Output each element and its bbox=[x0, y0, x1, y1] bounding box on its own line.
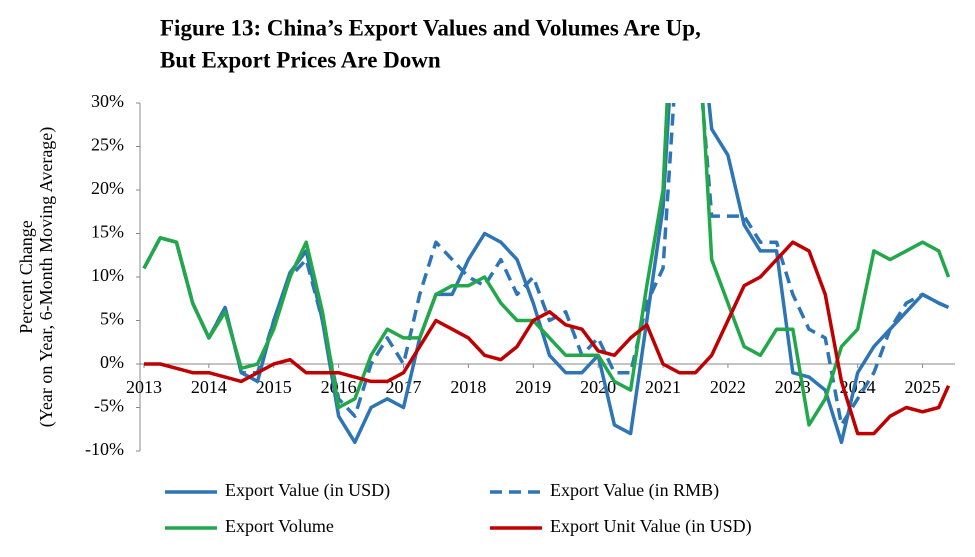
series-line bbox=[142, 103, 950, 427]
series-line bbox=[142, 103, 951, 427]
y-axis-label: (Year on Year, 6-Month Moving Average) bbox=[36, 127, 57, 428]
y-tick-label: -5% bbox=[94, 396, 124, 416]
y-tick-label: 5% bbox=[100, 309, 124, 329]
legend-label: Export Unit Value (in USD) bbox=[550, 516, 752, 537]
plot-area bbox=[142, 103, 951, 445]
y-tick-label: 20% bbox=[91, 178, 124, 198]
y-tick-label: -10% bbox=[85, 439, 124, 459]
y-tick-label: 25% bbox=[91, 135, 124, 155]
legend-label: Export Volume bbox=[225, 516, 334, 536]
x-tick-label: 2016 bbox=[321, 377, 357, 397]
x-tick-label: 2020 bbox=[580, 377, 616, 397]
legend-label: Export Value (in USD) bbox=[225, 480, 390, 501]
y-axis-label: Percent Change (Year on Year, 6-Month Mo… bbox=[16, 127, 57, 428]
y-tick-label: 10% bbox=[91, 265, 124, 285]
x-tick-label: 2018 bbox=[450, 377, 486, 397]
y-tick-label: 0% bbox=[100, 352, 124, 372]
y-axis-label: Percent Change bbox=[16, 220, 36, 333]
x-tick-label: 2013 bbox=[126, 377, 162, 397]
y-tick-label: 15% bbox=[91, 222, 124, 242]
chart-title: But Export Prices Are Down bbox=[160, 47, 441, 72]
x-tick-label: 2017 bbox=[386, 377, 422, 397]
series-line bbox=[144, 240, 951, 436]
chart-title: Figure 13: China’s Export Values and Vol… bbox=[160, 15, 701, 40]
x-tick-label: 2014 bbox=[191, 377, 227, 397]
x-tick-label: 2025 bbox=[905, 377, 941, 397]
x-tick-label: 2021 bbox=[645, 377, 681, 397]
x-tick-label: 2019 bbox=[515, 377, 551, 397]
y-tick-label: 30% bbox=[91, 91, 124, 111]
x-tick-label: 2022 bbox=[710, 377, 746, 397]
x-tick-label: 2015 bbox=[256, 377, 292, 397]
legend-label: Export Value (in RMB) bbox=[550, 480, 719, 501]
